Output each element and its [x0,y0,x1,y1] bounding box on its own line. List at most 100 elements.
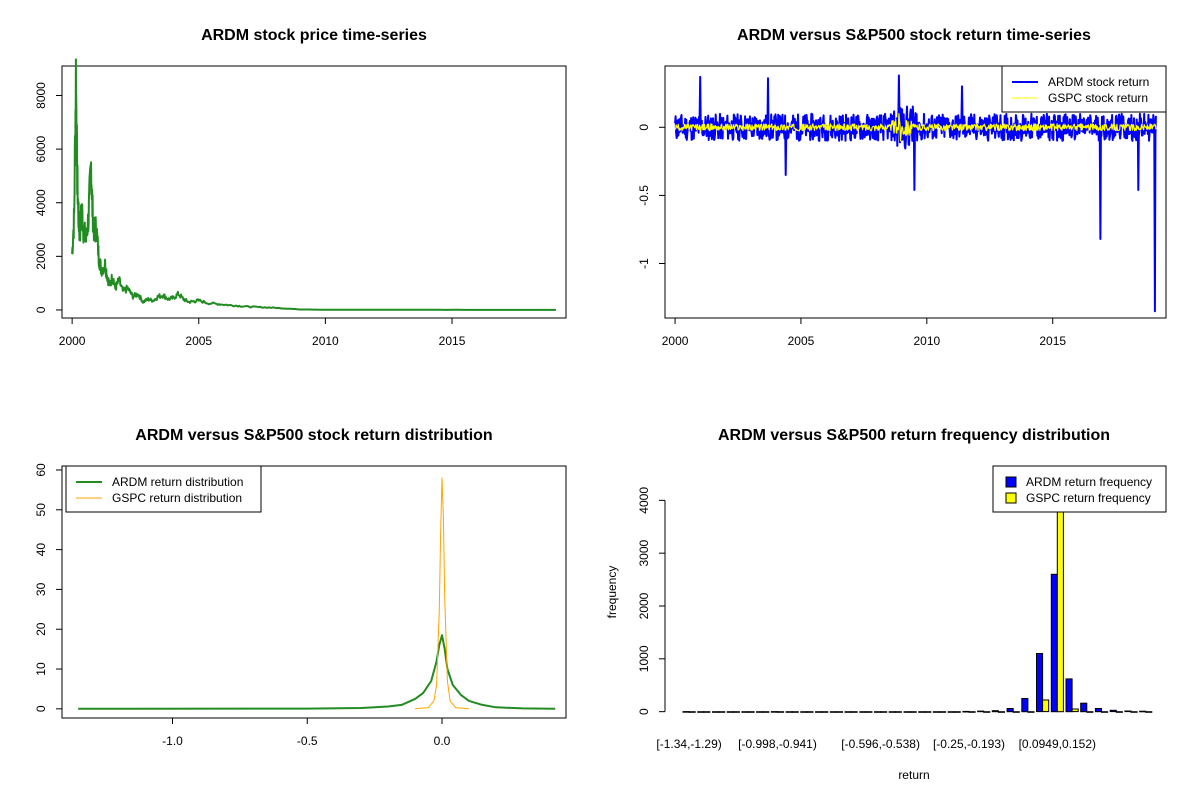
price-y-tick-label: 2000 [34,243,48,270]
density-legend-label: ARDM return distribution [112,475,243,489]
price-y-tick-label: 0 [34,306,48,313]
histogram-legend-label: ARDM return frequency [1026,475,1152,489]
histogram-bar-gspc [968,711,976,713]
histogram-bar-ardm [712,711,720,713]
histogram-bar-ardm [800,711,808,713]
histogram-bar-gspc [865,711,873,713]
density-y-tick-label: 50 [34,503,48,517]
price-series-line [71,58,556,311]
histogram-bar-gspc [703,711,711,713]
price-chart-title: ARDM stock price time-series [201,27,427,44]
histogram-y-tick-label: 3000 [637,539,651,566]
histogram-bar-ardm [829,711,837,713]
histogram-bar-ardm [1094,708,1103,713]
histogram-bar-ardm [1139,710,1147,713]
histogram-bar-gspc [983,711,991,713]
histogram-bar-ardm [756,711,764,713]
price-x-tick-label: 2015 [439,334,466,348]
density-y-tick-label: 0 [34,705,48,712]
histogram-bar-gspc [909,711,917,713]
histogram-bar-ardm [1080,702,1088,713]
histogram-x-tick-label: [-0.596,-0.538) [841,737,920,751]
density-x-tick-label: -1.0 [162,734,183,748]
histogram-bar-ardm [1124,710,1132,713]
price-chart-panel: ARDM stock price time-series 2000 2005 201… [34,27,567,348]
histogram-bar-ardm [726,711,734,713]
histogram-x-tick-label: [-0.25,-0.193) [933,737,1005,751]
histogram-bar-ardm [815,711,823,713]
returns-legend-label: ARDM stock return [1048,75,1149,89]
returns-plot-frame [664,65,1167,319]
density-y-tick-label: 40 [34,543,48,557]
density-series-gspc [415,477,470,710]
histogram-bar-ardm [874,711,882,713]
histogram-bar-ardm [741,711,749,713]
density-legend-box [65,465,262,513]
histogram-bar-gspc [924,711,932,713]
density-x-tick-label: -0.5 [297,734,318,748]
histogram-legend-box [992,465,1167,513]
histogram-legend-swatch [1005,476,1017,488]
density-y-tick-label: 60 [34,463,48,477]
returns-x-tick-label: 2010 [913,334,940,348]
histogram-bar-ardm [1036,653,1044,713]
density-series-ardm [78,634,556,710]
histogram-y-axis-label: frequency [605,566,619,619]
histogram-bar-ardm [932,711,941,713]
price-y-tick-label: 4000 [34,189,48,216]
histogram-bar-gspc [835,711,844,713]
histogram-bar-gspc [850,711,858,713]
histogram-bar-gspc [1042,699,1050,713]
histogram-bar-ardm [888,711,896,713]
histogram-y-tick-label: 1000 [637,645,651,672]
price-x-tick-label: 2000 [59,334,86,348]
histogram-bar-gspc [762,711,770,713]
returns-legend-label: GSPC stock return [1048,91,1148,105]
price-x-tick-label: 2005 [185,334,212,348]
density-y-tick-label: 10 [34,662,48,676]
returns-x-tick-label: 2015 [1039,334,1066,348]
returns-y-tick-label: -1 [637,258,651,269]
histogram-x-tick-label: [0.0949,0.152) [1019,737,1096,751]
histogram-bar-gspc [806,711,814,713]
histogram-bar-gspc [1071,708,1079,713]
histogram-bar-ardm [918,711,926,713]
price-y-tick-label: 8000 [34,82,48,109]
histogram-bar-gspc [1012,711,1020,713]
density-y-tick-label: 30 [34,582,48,596]
histogram-bar-gspc [1145,711,1153,713]
price-x-tick-label: 2010 [312,334,339,348]
histogram-bar-ardm [962,710,970,713]
histogram-bar-gspc [953,711,961,713]
returns-x-tick-label: 2000 [662,334,689,348]
histogram-bar-gspc [777,711,785,713]
histogram-y-tick-label: 2000 [637,592,651,619]
histogram-bar-gspc [732,711,740,713]
density-plot-frame [61,465,567,719]
returns-chart-title: ARDM versus S&P500 stock return time-ser… [737,27,1091,44]
returns-chart-panel: ARDM versus S&P500 stock return time-ser… [637,27,1167,348]
density-x-tick-label: 0.0 [434,734,451,748]
histogram-bar-ardm [844,711,852,713]
histogram-bar-gspc [688,711,696,713]
density-chart-panel: ARDM versus S&P500 stock return distribu… [34,427,567,748]
histogram-legend-swatch [1005,492,1017,504]
histogram-bar-gspc [718,711,726,713]
histogram-bar-gspc [1130,711,1138,713]
histogram-bar-gspc [997,711,1006,713]
histogram-bar-ardm [1109,709,1117,713]
density-legend-label: GSPC return distribution [112,491,242,505]
histogram-x-tick-label: [-1.34,-1.29) [656,737,721,751]
histogram-bar-ardm [977,710,985,713]
histogram-bar-gspc [1115,711,1123,713]
histogram-bar-ardm [682,711,690,713]
density-y-tick-label: 20 [34,622,48,636]
histogram-bars [682,466,1153,713]
returns-x-tick-label: 2005 [788,334,815,348]
histogram-bar-ardm [1050,573,1058,713]
histogram-chart-panel: ARDM versus S&P500 return frequency dist… [605,427,1167,782]
histogram-y-tick-label: 0 [637,708,651,715]
price-y-tick-label: 6000 [34,135,48,162]
histogram-bar-ardm [770,711,779,713]
histogram-bar-gspc [747,711,755,713]
